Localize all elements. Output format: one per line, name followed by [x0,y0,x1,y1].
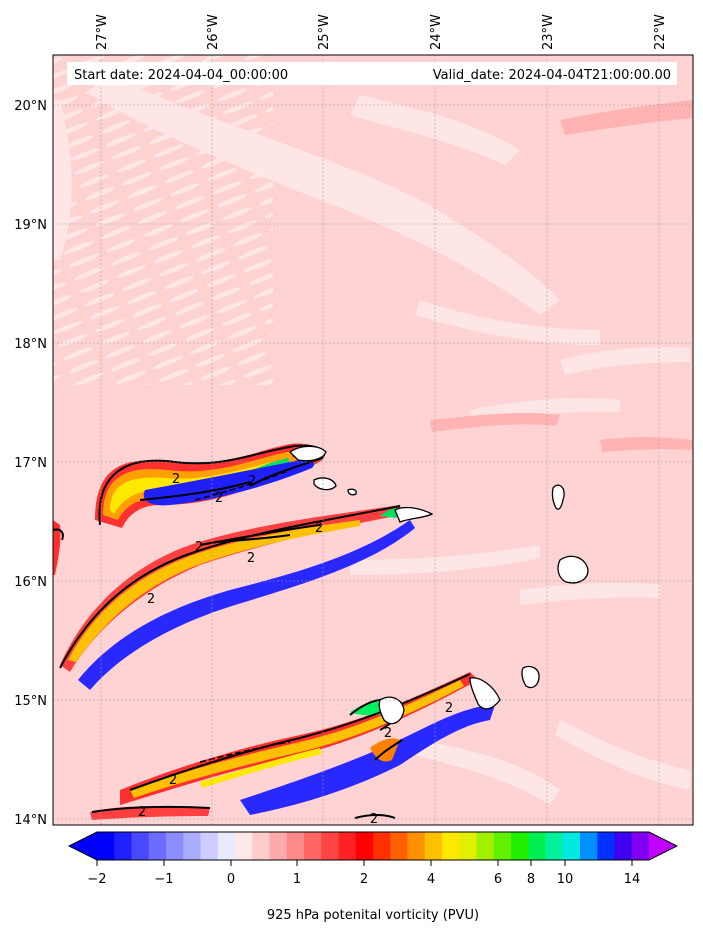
colorbar-tick-label: 8 [527,872,535,887]
colorbar-cell [424,832,443,860]
contour-label: 2 [147,592,155,607]
colorbar-cells [97,832,650,860]
lat-label: 18°N [14,337,47,352]
lon-label: 24°W [429,14,444,50]
lat-label: 17°N [14,456,47,471]
colorbar-cell [286,832,305,860]
colorbar-cell [476,832,495,860]
colorbar-tick-label: 0 [227,872,235,887]
colorbar-cell [355,832,374,860]
colorbar-cell [459,832,477,860]
contour-label: 2 [248,474,256,489]
contour-label: 2 [172,472,180,487]
colorbar-tick-label: 10 [557,872,574,887]
contour-label: 2 [138,805,146,820]
contour-label: 2 [445,701,453,716]
contour-label: 2 [370,812,378,827]
island-santiago [469,677,501,710]
gridlines [53,55,693,825]
lat-label: 15°N [14,694,47,709]
colorbar-tick-label: 6 [494,872,502,887]
valid-date-label: Valid_date: 2024-04-04T21:00:00.00 [433,68,671,83]
map-panel [53,55,693,825]
lon-label: 26°W [206,14,221,50]
colorbar-cell [373,832,391,860]
colorbar-cell [217,832,236,860]
island-boa-vista [557,555,589,584]
colorbar-tick-label: −2 [87,872,106,887]
latitude-labels: 20°N 19°N 18°N 17°N 16°N 15°N 14°N [14,99,47,828]
longitude-labels: 27°W 26°W 25°W 24°W 23°W 22°W [95,14,668,50]
contour-label: 2 [195,540,203,555]
colorbar-tick-label: 2 [360,872,368,887]
start-date-label: Start date: 2024-04-04_00:00:00 [74,68,288,83]
colorbar-cell [183,832,201,860]
island-santo-antao [288,445,327,462]
colorbar: −2 −1 0 1 2 4 6 8 10 14 925 hPa potenital vortici… [67,831,679,923]
lon-label: 27°W [95,14,110,50]
colorbar-tick-label: −1 [154,872,173,887]
lon-label: 22°W [653,14,668,50]
colorbar-over-arrow [649,832,677,860]
pv-light-patches [53,70,690,805]
header-box [67,62,677,85]
colorbar-cell [597,832,615,860]
colorbar-cell [545,832,564,860]
island-santa-luzia [347,488,358,496]
island-sao-nicolau [394,506,434,523]
lat-label: 14°N [14,813,47,828]
island-sao-vicente [313,477,337,491]
colorbar-cell [631,832,650,860]
pv-low-patches [430,100,693,452]
colorbar-title: 925 hPa potenital vorticity (PVU) [267,908,479,923]
colorbar-cell [252,832,270,860]
contour-labels: 2 2 2 2 2 2 2 2 2 2 2 2 [138,472,453,827]
lon-label: 25°W [317,14,332,50]
colorbar-tick-label: 1 [293,872,301,887]
colorbar-cell [614,832,633,860]
lat-label: 19°N [14,218,47,233]
contour-label: 2 [315,521,323,536]
colorbar-cell [580,832,598,860]
map-frame [52,54,694,826]
contour-label: 2 [247,551,255,566]
lat-label: 20°N [14,99,47,114]
lon-label: 23°W [541,14,556,50]
colorbar-cell [407,832,426,860]
island-fogo [378,696,405,725]
colorbar-cell [235,832,253,860]
colorbar-cell [131,832,150,860]
colorbar-cell [148,832,167,860]
colorbar-cell [562,832,581,860]
colorbar-cell [528,832,546,860]
colorbar-cell [321,832,339,860]
colorbar-cell [97,832,115,860]
colorbar-under-arrow [69,832,97,860]
colorbar-tick-label: 14 [624,872,641,887]
colorbar-cell [493,832,512,860]
lat-label: 16°N [14,575,47,590]
colorbar-cell [200,832,219,860]
island-sal [551,484,565,510]
island-maio [521,665,540,689]
contour-label: 2 [384,726,392,741]
colorbar-ticks: −2 −1 0 1 2 4 6 8 10 14 [87,860,640,887]
colorbar-cell [166,832,184,860]
colorbar-cell [511,832,529,860]
colorbar-cell [304,832,322,860]
colorbar-cell [114,832,132,860]
contour-label: 2 [215,491,223,506]
contour-label: 2 [169,773,177,788]
colorbar-cell [269,832,288,860]
colorbar-cell [390,832,408,860]
colorbar-tick-label: 4 [427,872,435,887]
island-outlines [288,445,589,725]
colorbar-cell [442,832,460,860]
colorbar-cell [338,832,357,860]
